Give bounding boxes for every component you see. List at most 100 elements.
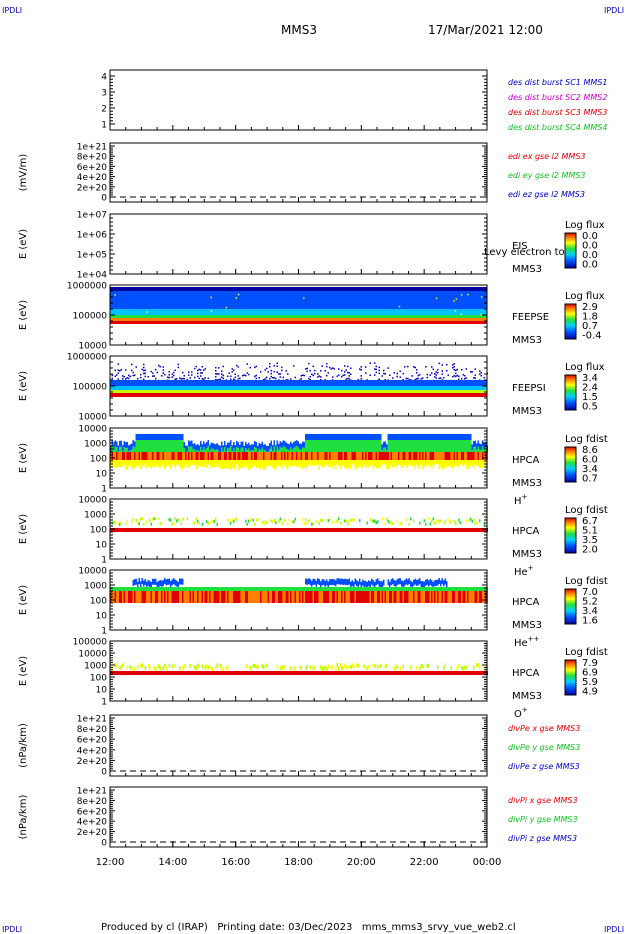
hpca-o-col — [147, 664, 149, 669]
feepsi-dot — [321, 365, 323, 367]
hpca-he-col — [164, 528, 166, 532]
hpca-he2-col — [180, 587, 182, 591]
hpca-h-col — [464, 460, 466, 465]
hpca-o-col — [324, 665, 326, 670]
hpca-h-col — [201, 444, 203, 451]
spacecraft-label: MMS3 — [512, 406, 542, 417]
hpca-h-col — [153, 460, 155, 467]
hpca-h-col — [315, 434, 317, 440]
hpca-h-col — [360, 460, 362, 468]
hpca-o-col — [281, 671, 283, 675]
hpca-h-col — [213, 460, 215, 468]
hpca-h-col — [167, 460, 169, 465]
hpca-h-col — [183, 460, 185, 468]
hpca-h-col — [218, 444, 220, 451]
hpca-he-col — [305, 518, 307, 522]
hpca-he-col — [377, 528, 379, 532]
feepsi-dot — [266, 367, 268, 370]
hpca-h-col — [263, 452, 265, 460]
hpca-he-col — [300, 528, 302, 532]
hpca-he-col — [309, 528, 311, 532]
hpca-h-col — [236, 460, 238, 465]
hpca-h-col — [477, 452, 479, 460]
hpca-he2-col — [237, 587, 239, 591]
feepsi-dot — [188, 371, 190, 373]
hpca-h-col — [335, 452, 337, 460]
hpca-he2-col — [474, 591, 476, 603]
hpca-h-col — [336, 434, 338, 440]
hpca-h-col — [258, 460, 260, 469]
feepsi-dot — [375, 368, 377, 371]
hpca-h-col — [240, 452, 242, 460]
hpca-he2-col — [401, 587, 403, 591]
hpca-he2-col — [459, 591, 461, 603]
hpca-he2-col — [275, 591, 277, 603]
hpca-h-col — [365, 434, 367, 440]
hpca-he2-col — [341, 591, 343, 603]
hpca-h-col — [345, 434, 347, 440]
hpca-o-col — [459, 671, 461, 675]
hpca-h-col — [161, 440, 163, 460]
hpca-h-col — [171, 434, 173, 440]
hpca-he2-col — [210, 591, 212, 603]
hpca-o-col — [239, 671, 241, 675]
hpca-h-col — [339, 440, 341, 460]
feepsi-dot — [464, 377, 466, 380]
hpca-o-col — [339, 663, 341, 668]
hpca-h-col — [113, 444, 115, 451]
hpca-he-col — [155, 528, 157, 532]
hpca-h-col — [434, 460, 436, 465]
hpca-h-col — [327, 452, 329, 460]
hpca-o-col — [477, 663, 479, 668]
hpca-he-col — [249, 528, 251, 532]
hpca-he-col — [348, 520, 350, 524]
hpca-he-col — [431, 519, 433, 523]
feepsi-dot — [287, 373, 289, 375]
y-tick-label: 2e+20 — [77, 828, 108, 838]
hpca-he-col — [341, 528, 343, 532]
hpca-he-col — [339, 521, 341, 525]
hpca-h-col — [296, 460, 298, 468]
hpca-he-col — [122, 528, 124, 532]
hpca-h-col — [216, 460, 218, 468]
hpca-h-col — [399, 434, 401, 440]
feepse-band — [110, 321, 487, 324]
hpca-he-col — [443, 528, 445, 532]
hpca-h-col — [420, 434, 422, 440]
hpca-h-col — [465, 452, 467, 460]
hpca-h-col — [153, 434, 155, 440]
hpca-o-col — [446, 671, 448, 675]
hpca-h-col — [252, 460, 254, 468]
feepsi-dot — [458, 375, 460, 378]
hpca-he2-col — [183, 587, 185, 591]
hpca-h-col — [443, 434, 445, 440]
feepsi-dot — [281, 369, 283, 372]
feepsi-dot — [452, 364, 454, 366]
hpca-he2-col — [176, 591, 178, 603]
hpca-he2-col — [431, 591, 433, 603]
hpca-h-col — [362, 440, 364, 460]
hpca-o-col — [195, 666, 197, 671]
hpca-he-col — [120, 528, 122, 532]
hpca-he2-col — [234, 591, 236, 603]
hpca-h-col — [182, 434, 184, 440]
feepsi-dot — [222, 377, 224, 380]
hpca-he-col — [206, 528, 208, 532]
hpca-h-col — [476, 460, 478, 466]
hpca-h-col — [341, 434, 343, 440]
hpca-he2-col — [230, 591, 232, 603]
hpca-h-col — [288, 444, 290, 451]
hpca-o-col — [311, 671, 313, 675]
feepsi-dot — [272, 376, 274, 379]
hpca-h-col — [252, 444, 254, 451]
hpca-he-col — [471, 528, 473, 532]
hpca-he2-col — [195, 587, 197, 591]
hpca-h-col — [314, 440, 316, 460]
hpca-h-col — [336, 452, 338, 460]
feepsi-dot — [378, 378, 380, 381]
hpca-he-col — [207, 528, 209, 532]
hpca-he2-col — [410, 591, 412, 603]
hpca-he2-col — [111, 587, 113, 591]
feepsi-dot — [173, 371, 175, 374]
